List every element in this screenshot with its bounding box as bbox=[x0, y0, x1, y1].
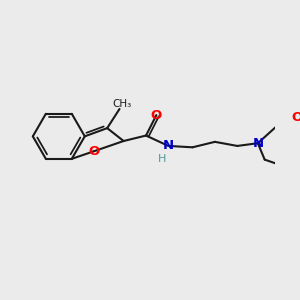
Text: CH₃: CH₃ bbox=[112, 99, 132, 109]
Text: O: O bbox=[292, 111, 300, 124]
Text: H: H bbox=[158, 154, 166, 164]
Text: N: N bbox=[252, 137, 263, 150]
Text: O: O bbox=[88, 145, 100, 158]
Text: N: N bbox=[163, 140, 174, 152]
Text: O: O bbox=[151, 109, 162, 122]
